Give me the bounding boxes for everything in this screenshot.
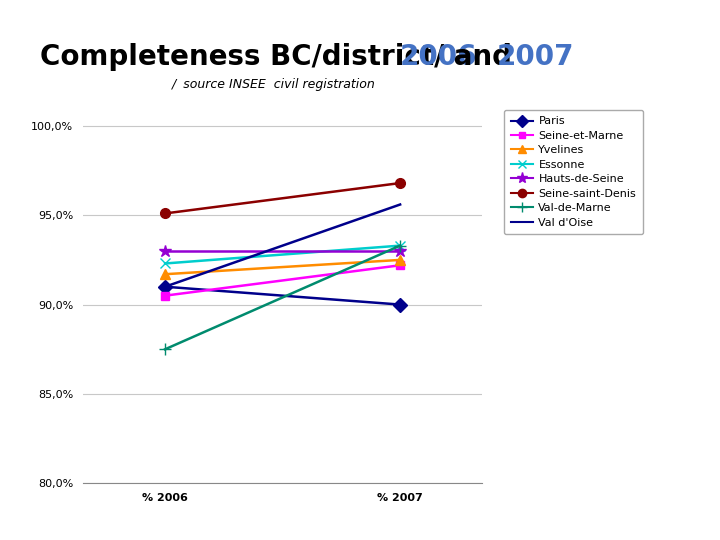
Val-de-Marne [161, 346, 169, 353]
Line: Paris: Paris [161, 282, 405, 309]
Text: Completeness BC/district/: Completeness BC/district/ [40, 43, 454, 71]
Line: Seine-saint-Denis: Seine-saint-Denis [161, 178, 405, 218]
Yvelines [396, 256, 405, 263]
Essonne [161, 260, 169, 267]
Hauts-de-Seine [396, 248, 405, 254]
Seine-et-Marne [396, 262, 405, 268]
Seine-saint-Denis [396, 180, 405, 186]
Line: Yvelines: Yvelines [161, 255, 405, 279]
Text: 2007: 2007 [497, 43, 575, 71]
Line: Val d'Oise: Val d'Oise [165, 205, 400, 287]
Line: Val-de-Marne: Val-de-Marne [160, 240, 405, 355]
Val d'Oise [396, 201, 405, 208]
Line: Seine-et-Marne: Seine-et-Marne [161, 261, 405, 300]
Seine-et-Marne [161, 293, 169, 299]
Legend: Paris, Seine-et-Marne, Yvelines, Essonne, Hauts-de-Seine, Seine-saint-Denis, Val: Paris, Seine-et-Marne, Yvelines, Essonne… [504, 110, 643, 234]
Paris [161, 284, 169, 290]
Paris [396, 301, 405, 308]
Text: /  source INSEE  civil registration: / source INSEE civil registration [172, 78, 375, 91]
Text: and: and [444, 43, 522, 71]
Val-de-Marne [396, 242, 405, 249]
Essonne [396, 242, 405, 249]
Line: Essonne: Essonne [161, 241, 405, 268]
Val d'Oise [161, 284, 169, 290]
Hauts-de-Seine [161, 248, 169, 254]
Yvelines [161, 271, 169, 278]
Text: 2006: 2006 [400, 43, 477, 71]
Seine-saint-Denis [161, 210, 169, 217]
Line: Hauts-de-Seine: Hauts-de-Seine [159, 245, 406, 257]
